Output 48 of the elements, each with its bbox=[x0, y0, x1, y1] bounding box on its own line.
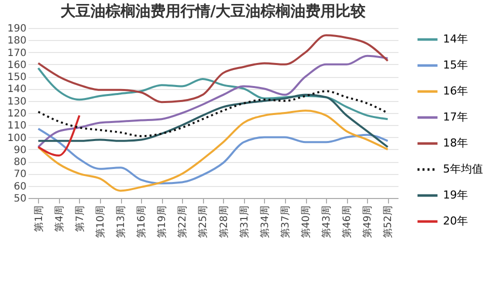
x-tick-label: 第34周 bbox=[258, 206, 271, 238]
x-tick-label: 第40周 bbox=[300, 206, 312, 238]
y-tick-label: 170 bbox=[7, 48, 26, 59]
y-tick-label: 60 bbox=[14, 181, 26, 192]
x-tick-label: 第28周 bbox=[218, 206, 230, 238]
line-series bbox=[37, 110, 389, 192]
y-tick-label: 150 bbox=[7, 72, 26, 84]
x-tick-label: 第22周 bbox=[176, 206, 189, 238]
x-tick-label: 第13周 bbox=[115, 206, 127, 238]
x-tick-label: 第52周 bbox=[382, 206, 394, 238]
line-series bbox=[37, 34, 389, 104]
line-series bbox=[37, 67, 389, 120]
x-tick-label: 第31周 bbox=[238, 206, 250, 238]
legend-label: 5年均值 bbox=[443, 162, 483, 176]
y-tick-label: 100 bbox=[7, 132, 26, 144]
legend-label: 14年 bbox=[443, 32, 468, 46]
y-tick-label: 110 bbox=[7, 120, 26, 132]
x-tick-label: 第46周 bbox=[341, 206, 354, 238]
y-tick-label: 80 bbox=[14, 157, 26, 168]
x-tick-label: 第4周 bbox=[53, 206, 66, 232]
x-tick-label: 第25周 bbox=[197, 206, 210, 238]
chart-title: 大豆油棕榈油费用行情/大豆油棕榈油费用比较 bbox=[60, 2, 367, 20]
y-tick-label: 130 bbox=[7, 96, 26, 108]
x-tick-label: 第7周 bbox=[74, 206, 86, 232]
x-tick-label: 第1周 bbox=[32, 206, 45, 232]
y-tick-label: 90 bbox=[14, 144, 26, 156]
y-tick-label: 190 bbox=[7, 24, 26, 34]
y-tick-label: 160 bbox=[7, 60, 26, 71]
x-tick-label: 第10周 bbox=[94, 206, 106, 238]
y-tick-label: 140 bbox=[7, 84, 26, 96]
y-tick-label: 70 bbox=[14, 169, 26, 180]
legend-label: 17年 bbox=[443, 110, 468, 124]
line-series bbox=[37, 54, 389, 148]
x-tick-label: 第19周 bbox=[156, 206, 168, 238]
y-tick-label: 180 bbox=[7, 36, 26, 47]
x-tick-label: 第49周 bbox=[362, 206, 374, 238]
legend-label: 20年 bbox=[443, 214, 468, 228]
y-tick-label: 50 bbox=[14, 194, 26, 204]
legend-label: 19年 bbox=[443, 188, 468, 202]
x-tick-label: 第16周 bbox=[136, 206, 148, 238]
legend-label: 18年 bbox=[443, 136, 468, 150]
legend-label: 15年 bbox=[443, 58, 468, 72]
x-tick-label: 第43周 bbox=[320, 206, 333, 238]
line-series bbox=[37, 128, 389, 184]
y-tick-label: 120 bbox=[7, 108, 26, 120]
legend-label: 16年 bbox=[443, 84, 468, 98]
x-tick-label: 第37周 bbox=[279, 206, 292, 238]
line-series bbox=[37, 94, 389, 148]
